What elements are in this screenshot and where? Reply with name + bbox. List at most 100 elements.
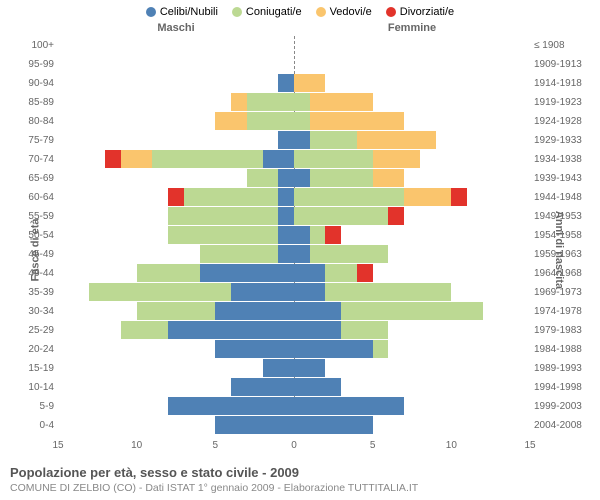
segment-coniugati xyxy=(247,93,294,111)
segment-celibi xyxy=(263,150,294,168)
segment-coniugati xyxy=(310,131,357,149)
age-row xyxy=(58,321,530,339)
birth-year-label: 1944-1948 xyxy=(530,188,598,206)
segment-coniugati xyxy=(325,264,356,282)
birth-year-label: 1989-1993 xyxy=(530,359,598,377)
age-label: 0-4 xyxy=(2,416,58,434)
age-row xyxy=(58,188,530,206)
male-bar xyxy=(58,321,294,339)
segment-celibi xyxy=(294,226,310,244)
female-bar xyxy=(294,188,530,206)
segment-celibi xyxy=(278,226,294,244)
segment-coniugati xyxy=(200,245,279,263)
x-tick: 10 xyxy=(446,440,457,451)
birth-year-label: 1909-1913 xyxy=(530,55,598,73)
legend-label: Divorziati/e xyxy=(400,6,454,18)
age-label: 50-54 xyxy=(2,226,58,244)
female-bar xyxy=(294,55,530,73)
female-bar xyxy=(294,36,530,54)
legend-item-vedovi: Vedovi/e xyxy=(316,6,372,18)
female-bar xyxy=(294,112,530,130)
age-label: 85-89 xyxy=(2,93,58,111)
female-bar xyxy=(294,416,530,434)
female-bar xyxy=(294,340,530,358)
male-bar xyxy=(58,397,294,415)
age-label: 100+ xyxy=(2,36,58,54)
gender-labels: Maschi Femmine xyxy=(0,22,600,34)
male-bar xyxy=(58,131,294,149)
segment-celibi xyxy=(294,416,373,434)
birth-year-label: 1959-1963 xyxy=(530,245,598,263)
segment-celibi xyxy=(278,207,294,225)
x-tick: 15 xyxy=(524,440,535,451)
segment-coniugati xyxy=(294,112,310,130)
segment-vedovi xyxy=(215,112,246,130)
segment-divorziati xyxy=(325,226,341,244)
segment-celibi xyxy=(294,131,310,149)
segment-celibi xyxy=(294,283,325,301)
birth-year-label: 1974-1978 xyxy=(530,302,598,320)
coniugati-swatch xyxy=(232,7,242,17)
female-bar xyxy=(294,264,530,282)
female-bar xyxy=(294,378,530,396)
segment-coniugati xyxy=(341,321,388,339)
segment-vedovi xyxy=(294,74,325,92)
legend-label: Vedovi/e xyxy=(330,6,372,18)
age-row xyxy=(58,36,530,54)
segment-vedovi xyxy=(373,150,420,168)
age-row xyxy=(58,302,530,320)
age-label: 80-84 xyxy=(2,112,58,130)
age-label: 25-29 xyxy=(2,321,58,339)
age-label: 60-64 xyxy=(2,188,58,206)
age-row xyxy=(58,226,530,244)
segment-celibi xyxy=(294,397,404,415)
female-bar xyxy=(294,226,530,244)
male-bar xyxy=(58,226,294,244)
x-tick: 5 xyxy=(213,440,219,451)
age-label: 15-19 xyxy=(2,359,58,377)
segment-celibi xyxy=(278,245,294,263)
x-tick: 15 xyxy=(52,440,63,451)
segment-coniugati xyxy=(247,112,294,130)
x-tick: 10 xyxy=(131,440,142,451)
age-row xyxy=(58,131,530,149)
age-label: 40-44 xyxy=(2,264,58,282)
segment-celibi xyxy=(168,321,294,339)
segment-celibi xyxy=(278,169,294,187)
segment-divorziati xyxy=(388,207,404,225)
female-bar xyxy=(294,245,530,263)
footer-title: Popolazione per età, sesso e stato civil… xyxy=(10,465,590,480)
age-row xyxy=(58,112,530,130)
divorziati-swatch xyxy=(386,7,396,17)
age-row xyxy=(58,169,530,187)
male-bar xyxy=(58,93,294,111)
segment-coniugati xyxy=(137,264,200,282)
segment-coniugati xyxy=(168,226,278,244)
age-label: 35-39 xyxy=(2,283,58,301)
female-bar xyxy=(294,131,530,149)
segment-celibi xyxy=(215,416,294,434)
segment-celibi xyxy=(294,321,341,339)
age-row xyxy=(58,378,530,396)
segment-celibi xyxy=(231,283,294,301)
label-female: Femmine xyxy=(294,22,530,34)
age-row xyxy=(58,245,530,263)
age-row xyxy=(58,397,530,415)
birth-year-label: 1949-1953 xyxy=(530,207,598,225)
segment-coniugati xyxy=(137,302,216,320)
age-label: 30-34 xyxy=(2,302,58,320)
male-bar xyxy=(58,188,294,206)
label-male: Maschi xyxy=(58,22,294,34)
female-bar xyxy=(294,169,530,187)
segment-coniugati xyxy=(294,207,388,225)
segment-celibi xyxy=(200,264,294,282)
birth-year-label: 1984-1988 xyxy=(530,340,598,358)
age-label: 95-99 xyxy=(2,55,58,73)
segment-coniugati xyxy=(341,302,483,320)
male-bar xyxy=(58,36,294,54)
male-bar xyxy=(58,359,294,377)
age-row xyxy=(58,74,530,92)
segment-coniugati xyxy=(310,245,389,263)
x-tick: 0 xyxy=(291,440,297,451)
legend-label: Coniugati/e xyxy=(246,6,302,18)
